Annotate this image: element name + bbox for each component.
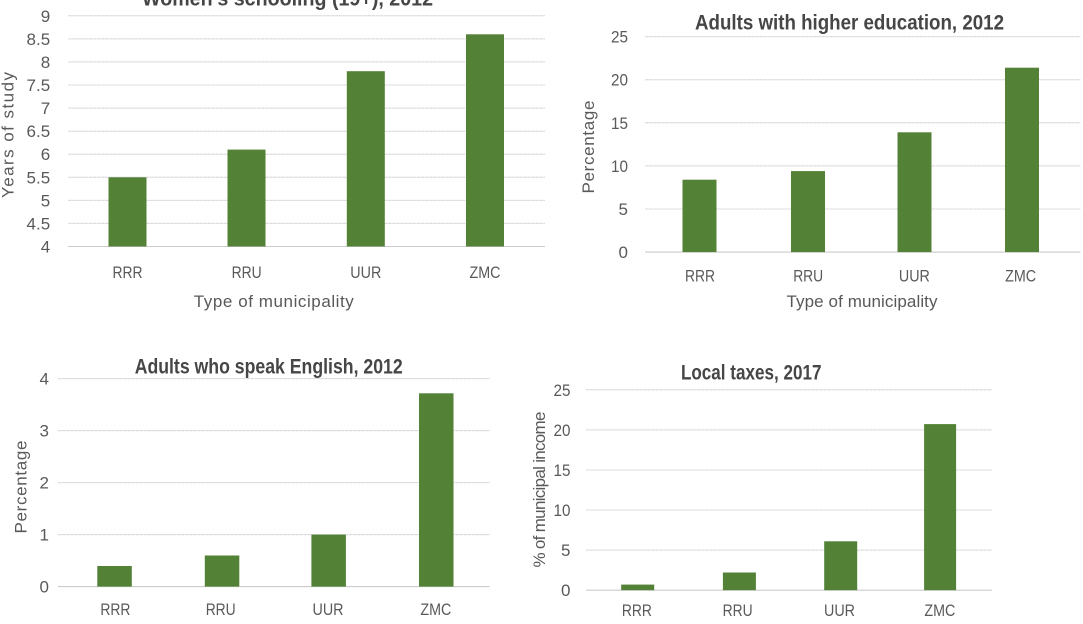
- svg-text:Local taxes, 2017: Local taxes, 2017: [681, 361, 822, 384]
- svg-text:RRR: RRR: [622, 601, 652, 620]
- svg-text:25: 25: [554, 381, 571, 400]
- svg-text:20: 20: [611, 71, 628, 90]
- svg-text:25: 25: [611, 28, 628, 47]
- svg-text:5: 5: [619, 200, 628, 219]
- svg-text:1: 1: [40, 526, 49, 545]
- svg-text:0: 0: [619, 243, 628, 262]
- svg-text:10: 10: [611, 157, 628, 176]
- svg-text:UUR: UUR: [313, 600, 344, 619]
- svg-text:4: 4: [40, 370, 49, 389]
- svg-text:4.5: 4.5: [27, 214, 51, 233]
- svg-text:7.5: 7.5: [27, 76, 51, 95]
- svg-text:7: 7: [41, 99, 50, 118]
- svg-text:3: 3: [40, 422, 49, 441]
- svg-text:20: 20: [554, 421, 571, 440]
- svg-text:RRU: RRU: [232, 263, 262, 282]
- svg-text:9: 9: [41, 7, 50, 26]
- svg-text:0: 0: [561, 581, 570, 600]
- svg-text:% of municipal income: % of municipal income: [530, 412, 549, 568]
- svg-text:Adults with higher education,: Adults with higher education, 2012: [695, 12, 1004, 35]
- svg-text:4: 4: [41, 238, 50, 257]
- svg-text:5.5: 5.5: [27, 168, 51, 187]
- svg-text:ZMC: ZMC: [1005, 267, 1036, 286]
- svg-text:RRR: RRR: [685, 267, 715, 286]
- svg-text:RRU: RRU: [206, 600, 236, 619]
- svg-text:10: 10: [554, 501, 571, 520]
- svg-text:Women’s schooling (19+), 2012: Women’s schooling (19+), 2012: [142, 0, 433, 11]
- svg-text:UUR: UUR: [824, 601, 855, 620]
- svg-text:15: 15: [611, 114, 628, 133]
- svg-text:ZMC: ZMC: [420, 600, 451, 619]
- svg-text:2: 2: [40, 474, 49, 493]
- svg-text:Type of municipality: Type of municipality: [194, 292, 355, 311]
- svg-text:6.5: 6.5: [27, 122, 51, 141]
- svg-text:UUR: UUR: [350, 263, 381, 282]
- svg-text:0: 0: [40, 578, 49, 597]
- svg-text:Adults who speak English, 2012: Adults who speak English, 2012: [135, 355, 403, 378]
- svg-text:Percentage: Percentage: [12, 441, 31, 534]
- svg-text:8.5: 8.5: [27, 30, 51, 49]
- svg-text:RRR: RRR: [100, 600, 130, 619]
- svg-text:RRU: RRU: [723, 601, 753, 620]
- svg-text:RRR: RRR: [113, 263, 143, 282]
- svg-text:UUR: UUR: [899, 267, 930, 286]
- svg-text:8: 8: [41, 53, 50, 72]
- svg-text:Years of study: Years of study: [0, 72, 18, 199]
- svg-text:15: 15: [554, 461, 571, 480]
- svg-text:Type of municipality: Type of municipality: [787, 292, 939, 311]
- svg-text:6: 6: [41, 145, 50, 164]
- svg-text:RRU: RRU: [793, 267, 823, 286]
- svg-text:5: 5: [561, 541, 570, 560]
- svg-text:ZMC: ZMC: [470, 263, 501, 282]
- svg-text:Percentage: Percentage: [579, 101, 598, 194]
- svg-text:5: 5: [41, 191, 50, 210]
- svg-text:ZMC: ZMC: [924, 601, 955, 620]
